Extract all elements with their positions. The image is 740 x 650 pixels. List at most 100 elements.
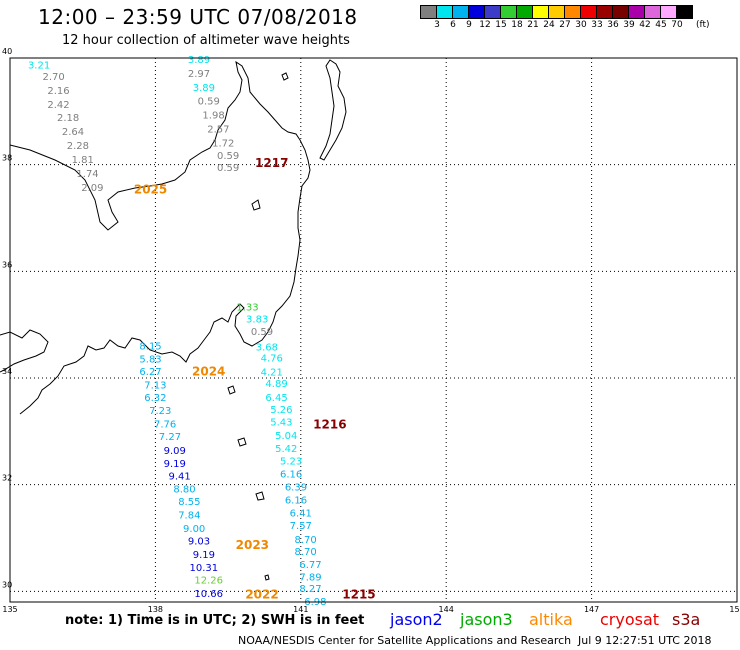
legend-swatch — [660, 5, 677, 19]
legend-label: 21 — [527, 20, 539, 30]
legend-swatch — [516, 5, 533, 19]
sat-cryosat: cryosat — [600, 610, 660, 629]
legend-label: 24 — [543, 20, 555, 30]
wave-height-label: 6.41 — [290, 508, 312, 519]
sat-jason3: jason3 — [460, 610, 513, 629]
wave-height-label: 2.57 — [207, 124, 229, 135]
wave-height-label: 0.59 — [251, 327, 273, 338]
wave-height-label: 0.59 — [198, 97, 220, 108]
wave-height-label: 2.28 — [67, 141, 89, 152]
note-row: note: 1) Time is in UTC; 2) SWH is in fe… — [0, 610, 740, 630]
wave-height-label: 10.66 — [194, 589, 223, 600]
legend-swatch — [468, 5, 485, 19]
wave-height-label: 1.74 — [76, 169, 98, 180]
legend-unit: (ft) — [696, 20, 710, 30]
legend-label: 45 — [655, 20, 667, 30]
legend-swatch — [580, 5, 597, 19]
map-subtitle: 12 hour collection of altimeter wave hei… — [62, 33, 350, 48]
honshu-coast — [9, 60, 311, 415]
legend-swatch — [548, 5, 565, 19]
legend-swatch — [532, 5, 549, 19]
wave-height-legend: 3 6 9 12 15 18 21 24 27 30 33 36 39 42 45 70 (ft) — [420, 5, 710, 33]
wave-height-label: 2.16 — [47, 86, 69, 97]
wave-height-label: 8.15 — [139, 341, 161, 352]
wave-height-label: 3.89 — [188, 55, 210, 66]
wave-height-label: 6.77 — [299, 560, 321, 571]
wave-height-label: 9.19 — [193, 550, 215, 561]
wave-height-label: 3.68 — [256, 343, 278, 354]
sat-jason2: jason2 — [390, 610, 443, 629]
wave-height-label: 1.33 — [236, 303, 258, 314]
wave-height-label: 2.42 — [47, 100, 69, 111]
shikoku-coast — [0, 329, 49, 373]
legend-swatch — [436, 5, 453, 19]
wave-height-label: 5.42 — [275, 444, 297, 455]
map-title: 12:00 – 23:59 UTC 07/08/2018 — [38, 5, 358, 29]
legend-swatch — [564, 5, 581, 19]
wave-height-label: 3.21 — [28, 60, 50, 71]
legend-labels: 3 6 9 12 15 18 21 24 27 30 33 36 39 42 45 70 (ft) — [421, 19, 709, 33]
wave-height-label: 7.13 — [144, 380, 166, 391]
legend-label: 39 — [623, 20, 635, 30]
lon-tick-label: 150 — [729, 605, 740, 614]
wave-height-label: 3.89 — [193, 83, 215, 94]
legend-swatch — [676, 5, 693, 19]
legend-label: 9 — [466, 20, 472, 30]
miyake-island — [237, 437, 247, 447]
note-text: note: 1) Time is in UTC; 2) SWH is in fe… — [65, 613, 365, 628]
legend-label: 30 — [575, 20, 587, 30]
wave-height-label: 8.70 — [295, 535, 317, 546]
legend-swatch — [596, 5, 613, 19]
wave-height-label: 7.27 — [159, 432, 181, 443]
lon-tick-label: 138 — [148, 605, 163, 614]
legend-swatch — [628, 5, 645, 19]
legend-label: 33 — [591, 20, 603, 30]
wave-height-label: 5.43 — [270, 418, 292, 429]
footer-timestamp: Jul 9 12:27:51 UTC 2018 — [578, 634, 712, 647]
aogashima-island — [264, 574, 270, 581]
legend-swatch — [500, 5, 517, 19]
wave-height-label: 1.81 — [72, 155, 94, 166]
legend-label: 70 — [671, 20, 683, 30]
legend-swatch — [452, 5, 469, 19]
lat-tick-label: 38 — [2, 154, 12, 163]
wave-height-label: 12.26 — [194, 576, 223, 587]
legend-label: 3 — [434, 20, 440, 30]
pass-time-label: 2022 — [245, 587, 278, 601]
wave-height-label: 2.09 — [81, 183, 103, 194]
wave-height-label: 9.00 — [183, 524, 205, 535]
wave-height-label: 6.16 — [285, 496, 307, 507]
wave-height-label: 4.21 — [261, 368, 283, 379]
lat-tick-label: 32 — [2, 474, 12, 483]
wave-height-label: 2.64 — [62, 127, 84, 138]
wave-height-label: 6.39 — [285, 482, 307, 493]
lat-tick-label: 36 — [2, 260, 12, 269]
wave-height-label: 9.41 — [169, 472, 191, 483]
wave-height-label: 5.83 — [139, 354, 161, 365]
pass-time-label: 1215 — [342, 587, 375, 601]
legend-swatch — [644, 5, 661, 19]
wave-height-label: 5.04 — [275, 431, 297, 442]
wave-height-label: 3.83 — [246, 314, 268, 325]
legend-label: 27 — [559, 20, 571, 30]
lat-tick-label: 34 — [2, 367, 12, 376]
wave-height-label: 4.89 — [265, 379, 287, 390]
lon-tick-label: 135 — [2, 605, 17, 614]
pass-time-label: 2023 — [236, 538, 269, 552]
pass-time-label: 2024 — [192, 365, 225, 379]
lon-tick-label: 147 — [584, 605, 599, 614]
lon-tick-label: 144 — [439, 605, 454, 614]
wave-height-label: 9.09 — [164, 446, 186, 457]
lat-tick-label: 40 — [2, 47, 12, 56]
wave-height-label: 6.16 — [280, 469, 302, 480]
wave-height-label: 1.98 — [202, 111, 224, 122]
wave-height-label: 2.70 — [42, 72, 64, 83]
wave-height-label: 7.89 — [299, 572, 321, 583]
wave-height-label: 0.59 — [217, 163, 239, 174]
oshima-island — [227, 385, 236, 395]
pass-time-label: 1216 — [313, 417, 346, 431]
wave-height-label: 8.80 — [173, 484, 195, 495]
wave-height-label: 6.27 — [139, 367, 161, 378]
wave-height-label: 2.97 — [188, 69, 210, 80]
